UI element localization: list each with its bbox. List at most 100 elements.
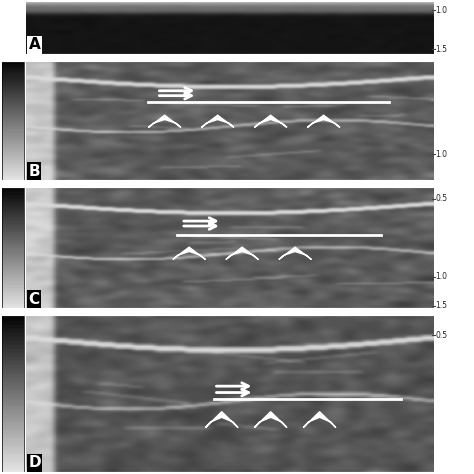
Bar	[2, 76, 24, 79]
Bar	[2, 357, 24, 359]
Bar	[2, 64, 24, 66]
Bar	[2, 464, 24, 466]
Bar	[2, 259, 24, 261]
Bar	[2, 314, 24, 474]
Bar	[2, 197, 24, 199]
Bar	[2, 123, 24, 126]
Bar	[2, 255, 24, 256]
Bar	[2, 466, 24, 469]
Bar	[2, 192, 24, 194]
Bar	[2, 93, 24, 95]
Bar	[2, 128, 24, 129]
Bar	[2, 99, 24, 101]
Bar	[2, 389, 24, 392]
Bar	[2, 134, 24, 136]
Bar	[2, 362, 24, 365]
Bar	[2, 338, 24, 341]
Bar	[2, 170, 24, 173]
Bar	[2, 439, 24, 442]
Bar	[2, 397, 24, 400]
Bar	[2, 186, 24, 188]
Bar	[26, 60, 434, 182]
Bar	[2, 115, 24, 117]
Bar	[2, 168, 24, 170]
Bar	[2, 359, 24, 362]
Bar	[2, 267, 24, 269]
Text: C: C	[28, 292, 39, 307]
Bar	[2, 156, 24, 158]
Bar	[2, 226, 24, 228]
Bar	[2, 234, 24, 236]
Bar	[0, 182, 474, 186]
Bar	[2, 461, 24, 464]
Bar	[2, 218, 24, 219]
Bar	[2, 269, 24, 271]
Bar	[2, 253, 24, 255]
Bar	[2, 456, 24, 458]
Polygon shape	[148, 115, 181, 128]
Bar	[2, 109, 24, 111]
Bar	[2, 288, 24, 290]
Bar	[2, 68, 24, 71]
Bar	[2, 445, 24, 447]
Bar	[2, 328, 24, 330]
Bar	[0, 56, 474, 60]
Bar	[2, 95, 24, 97]
Bar	[2, 82, 24, 85]
Bar	[2, 79, 24, 81]
Bar	[2, 378, 24, 381]
Bar	[2, 148, 24, 150]
Bar	[2, 111, 24, 113]
Bar	[2, 421, 24, 423]
Bar	[2, 447, 24, 450]
Bar	[2, 261, 24, 263]
Bar	[2, 415, 24, 418]
Bar	[2, 392, 24, 394]
Bar	[2, 410, 24, 413]
Bar	[2, 434, 24, 437]
Bar	[2, 383, 24, 386]
Bar	[2, 219, 24, 221]
Bar	[2, 458, 24, 461]
Bar	[26, 186, 434, 310]
Bar	[2, 228, 24, 230]
Bar	[2, 160, 24, 162]
Bar	[2, 60, 24, 182]
Bar	[2, 300, 24, 302]
Bar	[2, 431, 24, 434]
Bar	[2, 394, 24, 397]
Bar	[2, 154, 24, 156]
Bar	[2, 304, 24, 306]
Bar	[2, 402, 24, 405]
Bar	[0, 310, 474, 314]
Bar	[2, 302, 24, 304]
Bar	[2, 221, 24, 224]
Bar	[2, 246, 24, 248]
Bar	[2, 306, 24, 309]
Bar	[2, 248, 24, 250]
Bar	[2, 129, 24, 131]
Bar	[2, 103, 24, 105]
Polygon shape	[255, 115, 287, 128]
Text: 0.5: 0.5	[435, 194, 447, 203]
Bar	[2, 349, 24, 352]
Bar	[2, 381, 24, 383]
Bar	[2, 286, 24, 288]
Bar	[2, 81, 24, 82]
Bar	[2, 442, 24, 445]
Bar	[2, 365, 24, 367]
Bar	[2, 250, 24, 253]
Text: D: D	[28, 455, 41, 470]
Text: 0.5: 0.5	[435, 330, 447, 339]
Bar	[2, 271, 24, 273]
Bar	[2, 309, 24, 310]
Polygon shape	[201, 115, 234, 128]
Bar	[2, 97, 24, 99]
Bar	[2, 158, 24, 160]
Bar	[2, 322, 24, 325]
Bar	[2, 418, 24, 421]
Bar	[2, 146, 24, 148]
Text: 1.5: 1.5	[435, 45, 447, 54]
Bar	[2, 344, 24, 346]
Bar	[2, 333, 24, 336]
